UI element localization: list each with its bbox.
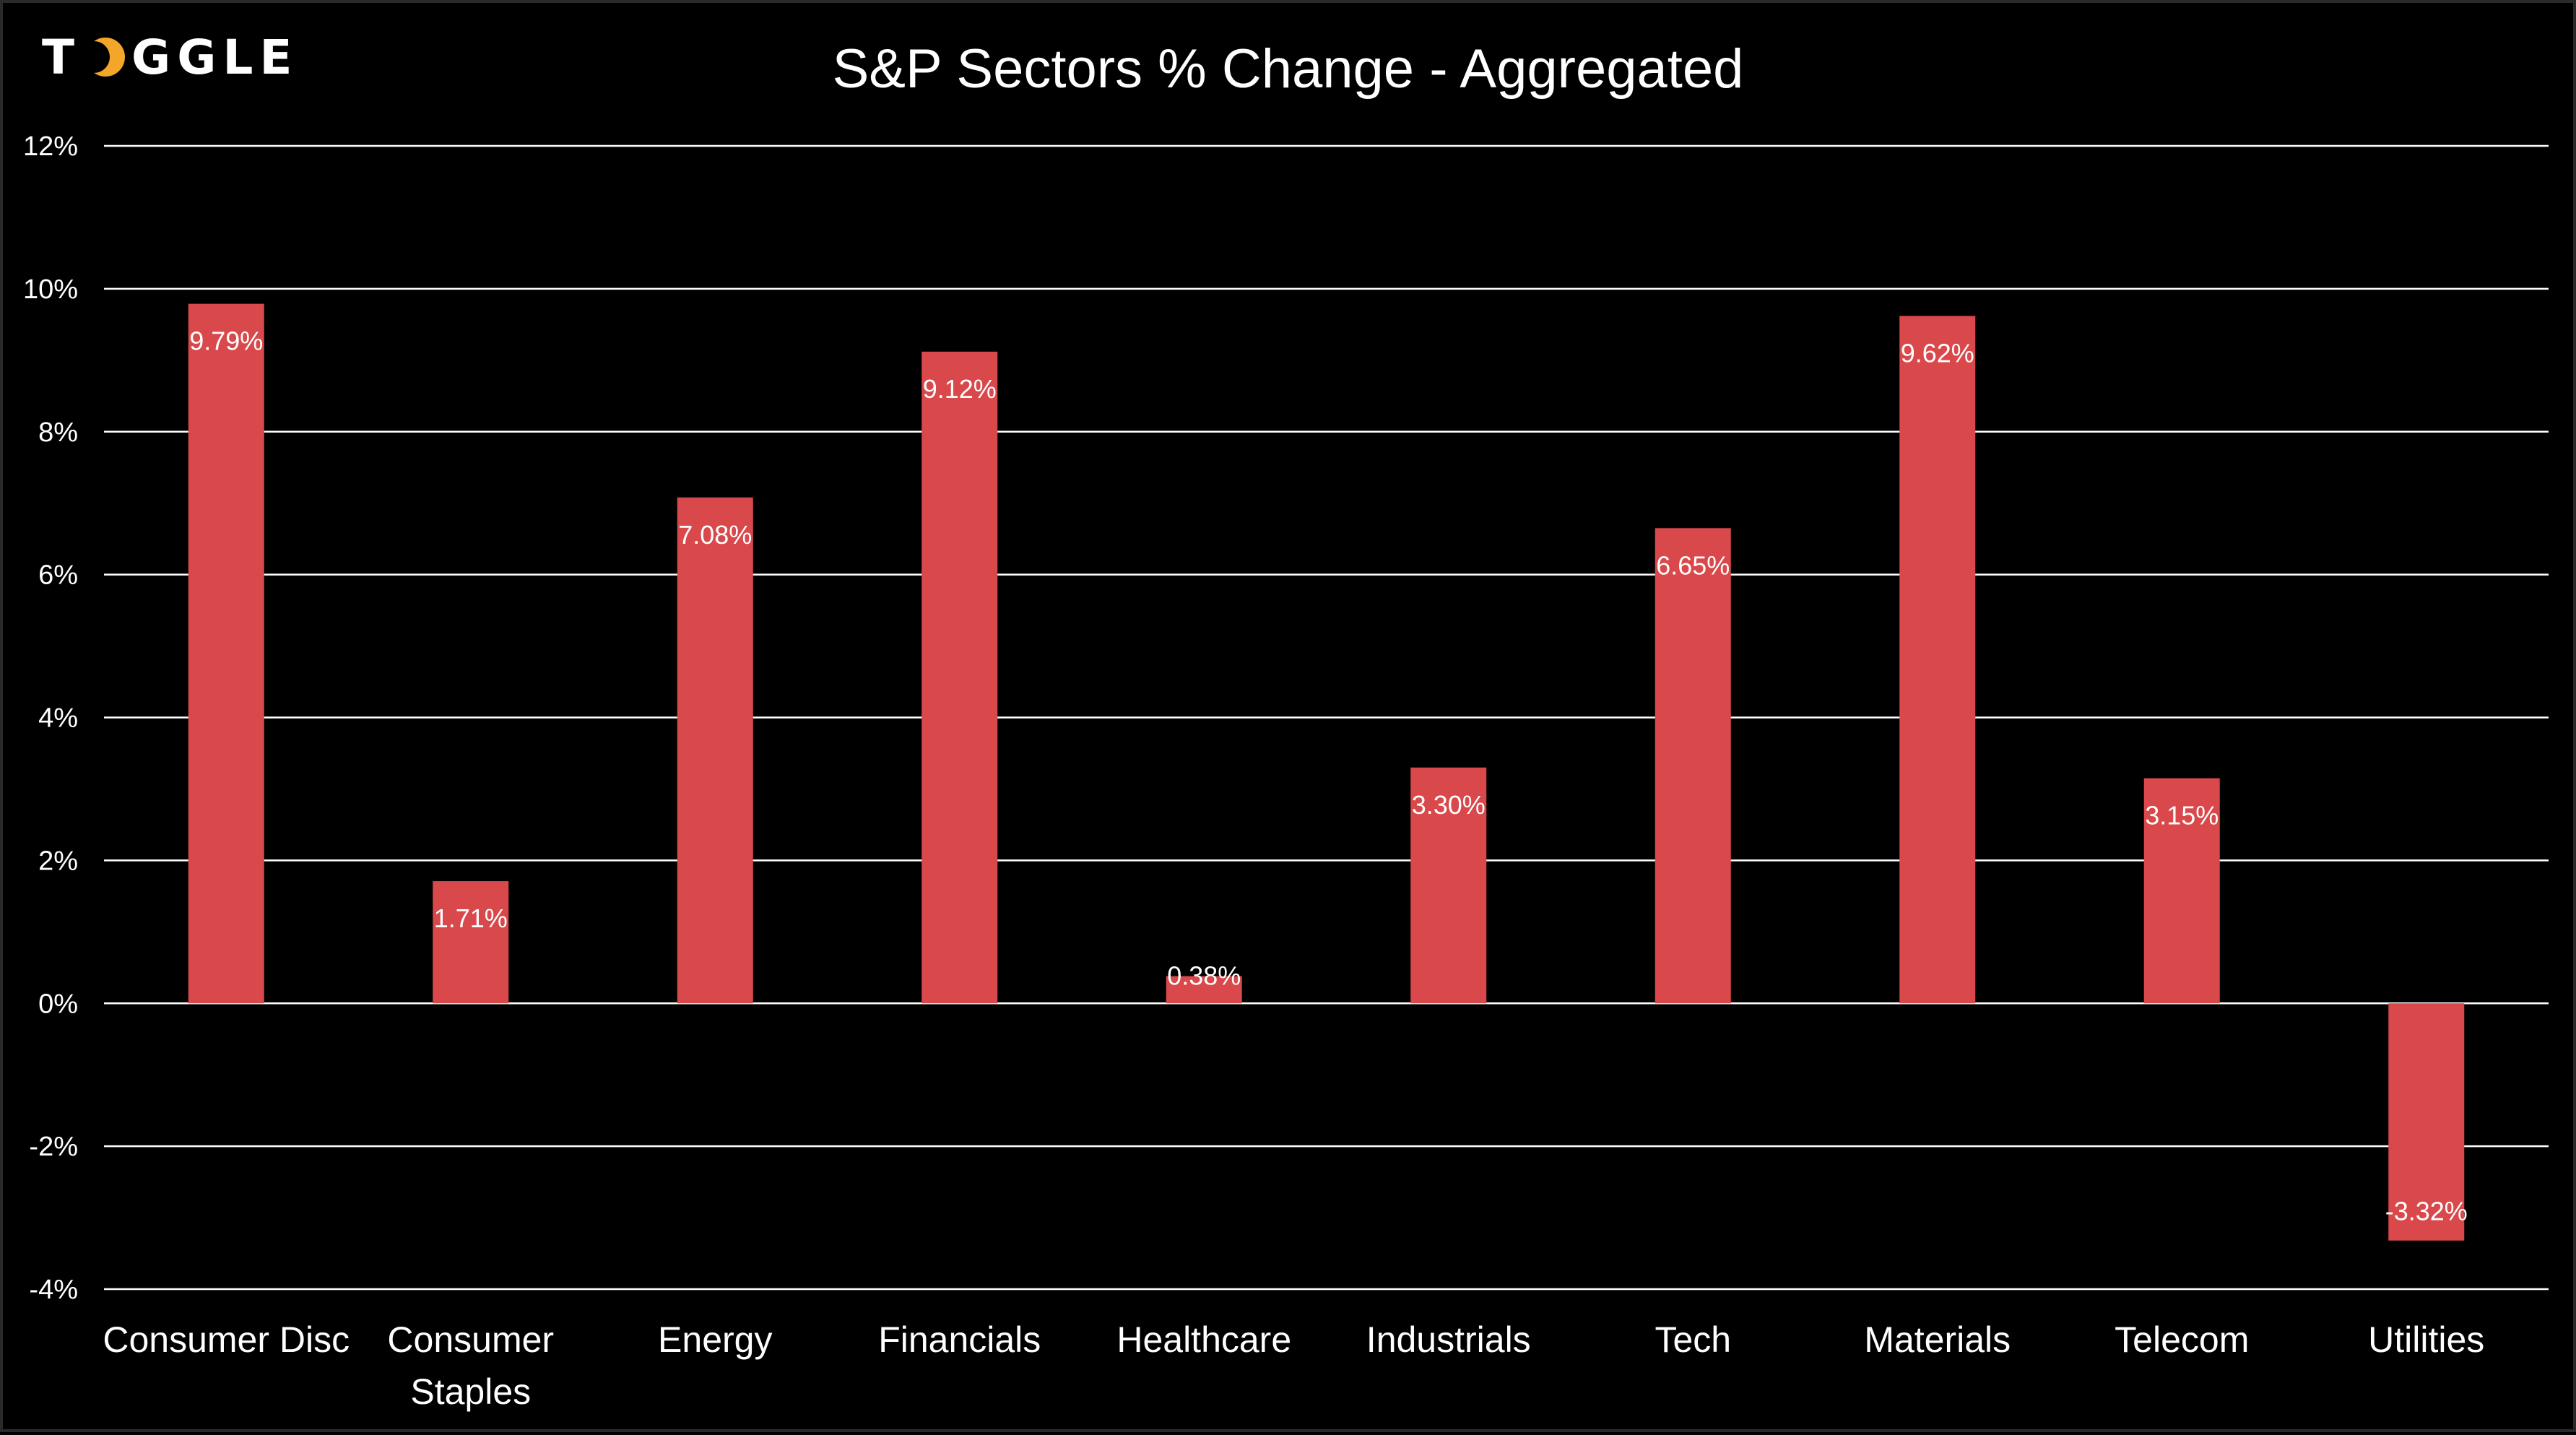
data-label: 0.38% xyxy=(1167,961,1241,991)
x-tick-label: Consumer Staples xyxy=(387,1319,554,1412)
data-label: 9.79% xyxy=(189,326,263,356)
x-tick-label: Financials xyxy=(878,1319,1041,1360)
data-label: 1.71% xyxy=(434,903,508,933)
toggle-logo: T GGLE xyxy=(42,29,299,85)
bar xyxy=(1655,528,1731,1004)
bar xyxy=(433,881,509,1004)
bar xyxy=(1410,767,1487,1004)
x-axis-ticks: Consumer Disc Consumer Staples Energy Financ… xyxy=(103,1319,2484,1412)
logo-letters-ggle: GGLE xyxy=(131,29,299,85)
y-tick-label: 2% xyxy=(38,846,78,876)
x-tick-label: Telecom xyxy=(2115,1319,2249,1360)
bar-chart: -4%-2%0%2%4%6%8%10%12% 9.79%1.71%7.08%9.… xyxy=(23,131,2549,1412)
y-tick-label: 12% xyxy=(23,131,78,162)
data-label: 9.62% xyxy=(1901,338,1974,368)
y-axis-ticks: -4% -2% 0% 2% 4% 6% 8% 10% 12% xyxy=(23,131,78,1305)
data-label: -3.32% xyxy=(2385,1197,2468,1226)
data-label: 3.30% xyxy=(1412,790,1486,820)
x-tick-label: Consumer Disc xyxy=(103,1319,350,1360)
logo-letter-t: T xyxy=(42,29,82,85)
x-tick-label: Materials xyxy=(1864,1319,2011,1360)
bar xyxy=(2388,1003,2465,1241)
x-tick-label: Utilities xyxy=(2368,1319,2484,1360)
x-tick-label: Healthcare xyxy=(1116,1319,1291,1360)
bar xyxy=(2143,778,2220,1004)
x-tick-label: Industrials xyxy=(1366,1319,1531,1360)
x-tick-label: Tech xyxy=(1655,1319,1731,1360)
data-label: 3.15% xyxy=(2145,801,2219,831)
bar xyxy=(188,303,264,1004)
bar xyxy=(1899,316,1976,1004)
bar xyxy=(921,351,998,1004)
x-tick-label: Energy xyxy=(658,1319,772,1360)
data-labels: 9.79% 1.71% 7.08% 9.12% 0.38% 3.30% 6.65% 9.62%… xyxy=(189,326,2468,1226)
y-tick-label: 6% xyxy=(38,560,78,591)
bar xyxy=(677,497,753,1004)
data-label: 7.08% xyxy=(678,520,752,550)
y-tick-label: 10% xyxy=(23,274,78,305)
bars xyxy=(188,303,2465,1241)
data-label: 9.12% xyxy=(923,374,997,404)
crescent-moon-icon xyxy=(84,38,126,77)
y-tick-label: 8% xyxy=(38,417,78,448)
bar xyxy=(1166,976,1242,1004)
data-label: 6.65% xyxy=(1656,550,1730,580)
y-tick-label: -4% xyxy=(29,1275,78,1305)
y-tick-label: 0% xyxy=(38,989,78,1019)
chart-title: S&P Sectors % Change - Aggregated xyxy=(832,38,1744,100)
y-tick-label: -2% xyxy=(29,1132,78,1162)
gridlines xyxy=(104,144,2549,1291)
y-tick-label: 4% xyxy=(38,703,78,734)
